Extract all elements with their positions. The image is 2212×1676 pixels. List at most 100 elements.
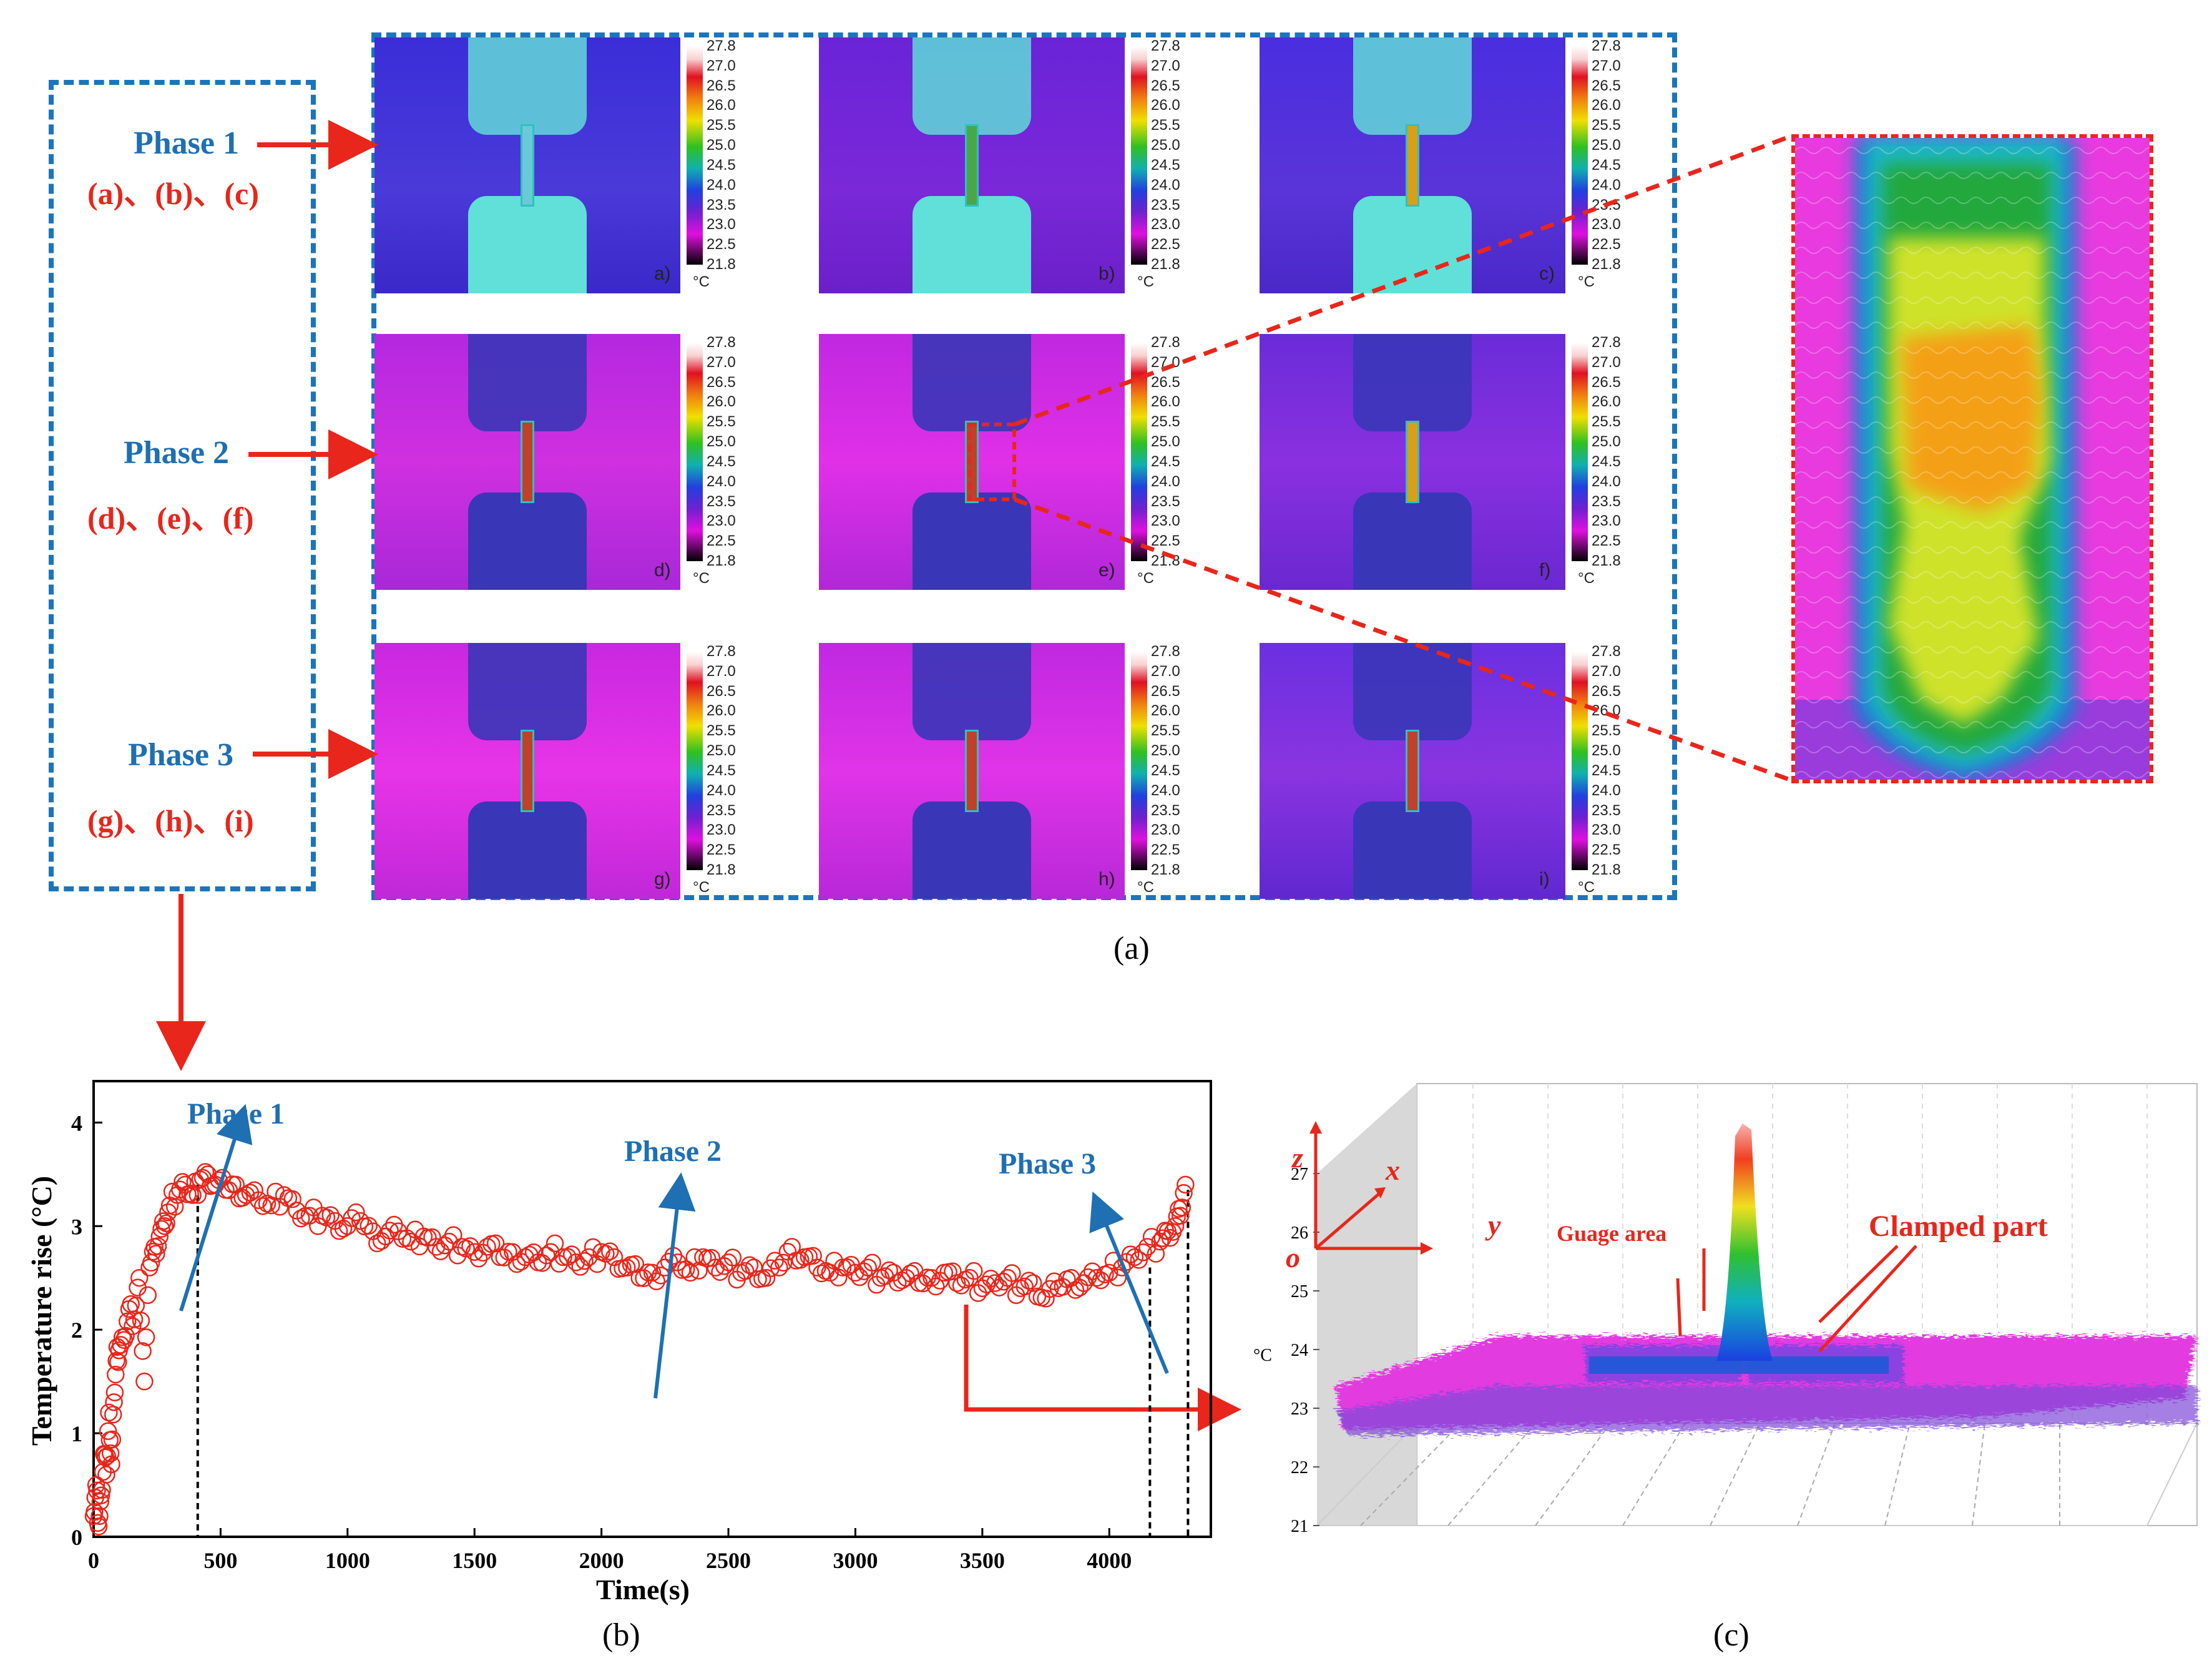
colorbar-tick: 24.5 [1592, 762, 1621, 779]
colorbar-tick: 21.8 [1592, 256, 1621, 273]
data-point [1075, 1274, 1093, 1292]
data-point [1125, 1248, 1144, 1267]
thermal-sub-label: f) [1539, 560, 1551, 581]
data-point [783, 1238, 801, 1256]
colorbar-tick: 23.0 [707, 821, 736, 839]
colorbar-tick: 23.0 [707, 216, 736, 233]
thermal-image-a [374, 37, 680, 293]
colorbar-tick: 26.0 [1592, 393, 1621, 411]
phase-3-panels: (g)、(h)、(i) [87, 803, 254, 838]
axis-letter-z: z [1291, 1142, 1303, 1174]
colorbar-tick: 23.5 [1592, 493, 1621, 510]
data-point [707, 1258, 725, 1277]
colorbar-tick: 27.8 [1592, 643, 1621, 660]
clamped-part-label: Clamped part [1869, 1210, 2048, 1243]
phase-legend-box [49, 80, 316, 891]
data-point [571, 1258, 589, 1276]
data-point [859, 1258, 878, 1277]
colorbar-tick: 23.5 [1151, 196, 1180, 213]
colorbar-tick: 27.0 [707, 353, 736, 371]
data-point [91, 1492, 110, 1511]
colorbar-unit: °C [693, 273, 710, 290]
colorbar-tick: 26.5 [707, 77, 736, 94]
thermal-image-f [1260, 334, 1565, 590]
colorbar-tick: 26.0 [1151, 702, 1180, 720]
thermal-image-g [374, 643, 680, 899]
colorbar-tick: 21.8 [1592, 861, 1621, 878]
data-point [1175, 1183, 1193, 1202]
x-tick-label: 0 [88, 1548, 99, 1573]
colorbar-tick: 24.5 [707, 762, 736, 779]
colorbar-tick: 27.8 [707, 643, 736, 660]
colorbar-tick: 24.5 [1151, 156, 1180, 174]
data-point [808, 1258, 826, 1277]
colorbar-tick: 25.0 [1592, 742, 1621, 760]
data-point [250, 1191, 268, 1210]
temperature-rise-chart: 0 500 1000 1500 2000 2500 3000 3500 4000 0 1 2 3 4 Ph… [26, 1080, 1212, 1605]
data-point [376, 1227, 395, 1246]
colorbar-tick: 23.0 [1592, 512, 1621, 530]
thermal-image-d [374, 334, 680, 590]
colorbar-unit: °C [1578, 570, 1595, 587]
x-tick-label: 1000 [325, 1548, 370, 1573]
data-point [134, 1342, 152, 1360]
data-point [597, 1245, 615, 1263]
data-point [656, 1258, 674, 1277]
data-point [245, 1181, 263, 1200]
z-tick-label: 21 [1291, 1517, 1308, 1536]
colorbar-tick: 24.0 [707, 782, 736, 799]
data-point [130, 1268, 149, 1287]
thermal-sub-label: i) [1539, 869, 1550, 889]
colorbar-tick: 21.8 [707, 861, 736, 878]
colorbar-d [687, 343, 703, 561]
colorbar-tick: 25.0 [707, 433, 736, 451]
colorbar-tick: 26.5 [1151, 373, 1180, 391]
phase-annotation-arrow [179, 1104, 253, 1311]
colorbar-tick: 26.5 [1592, 682, 1621, 700]
data-point [1079, 1268, 1097, 1286]
data-point [880, 1261, 898, 1280]
data-point [152, 1220, 170, 1238]
x-axis-label: Time(s) [596, 1574, 690, 1605]
thermal-sub-label: c) [1539, 263, 1555, 284]
colorbar-tick: 27.0 [1151, 662, 1180, 680]
data-point [181, 1185, 199, 1203]
data-point [999, 1268, 1017, 1287]
x-tick-label: 4000 [1087, 1548, 1132, 1573]
colorbar-tick: 23.0 [1151, 821, 1180, 839]
colorbar-tick: 21.8 [1151, 861, 1180, 878]
phase-annotation-label: Phase 2 [624, 1135, 722, 1168]
data-point [542, 1243, 560, 1261]
colorbar-tick: 22.5 [1151, 532, 1180, 550]
colorbar-tick: 22.5 [707, 532, 736, 550]
phase-2-title: Phase 2 [124, 435, 229, 471]
data-point [770, 1258, 788, 1277]
data-point [1177, 1175, 1195, 1194]
colorbar-tick: 23.5 [707, 196, 736, 213]
colorbar-tick: 27.0 [1592, 353, 1621, 371]
data-point [96, 1448, 115, 1467]
colorbar-tick: 24.0 [1592, 782, 1621, 799]
colorbar-tick: 23.5 [1592, 801, 1621, 819]
colorbar-tick: 25.5 [707, 413, 736, 431]
thermal-image-e [819, 334, 1125, 590]
colorbar-tick: 27.8 [1592, 334, 1621, 351]
chart-plot-frame [92, 1080, 1212, 1538]
data-point [1166, 1217, 1185, 1235]
colorbar-tick: 27.8 [1151, 334, 1180, 351]
x-tick-label: 2500 [706, 1548, 751, 1573]
colorbar-tick: 25.0 [707, 742, 736, 760]
colorbar-tick: 25.5 [707, 722, 736, 740]
y-tick-label: 1 [71, 1421, 82, 1446]
colorbar-tick: 25.5 [1151, 722, 1180, 740]
phase-annotation-label: Phase 1 [187, 1097, 285, 1130]
z-tick-label: 22 [1291, 1458, 1308, 1478]
data-point [165, 1198, 184, 1216]
colorbar-tick: 22.5 [707, 841, 736, 859]
colorbar-tick: 25.0 [1592, 433, 1621, 451]
colorbar-tick: 21.8 [707, 552, 736, 569]
data-point [736, 1262, 755, 1280]
colorbar-i [1572, 652, 1588, 870]
data-point [139, 1286, 157, 1305]
thermal-sub-label: g) [654, 869, 671, 889]
